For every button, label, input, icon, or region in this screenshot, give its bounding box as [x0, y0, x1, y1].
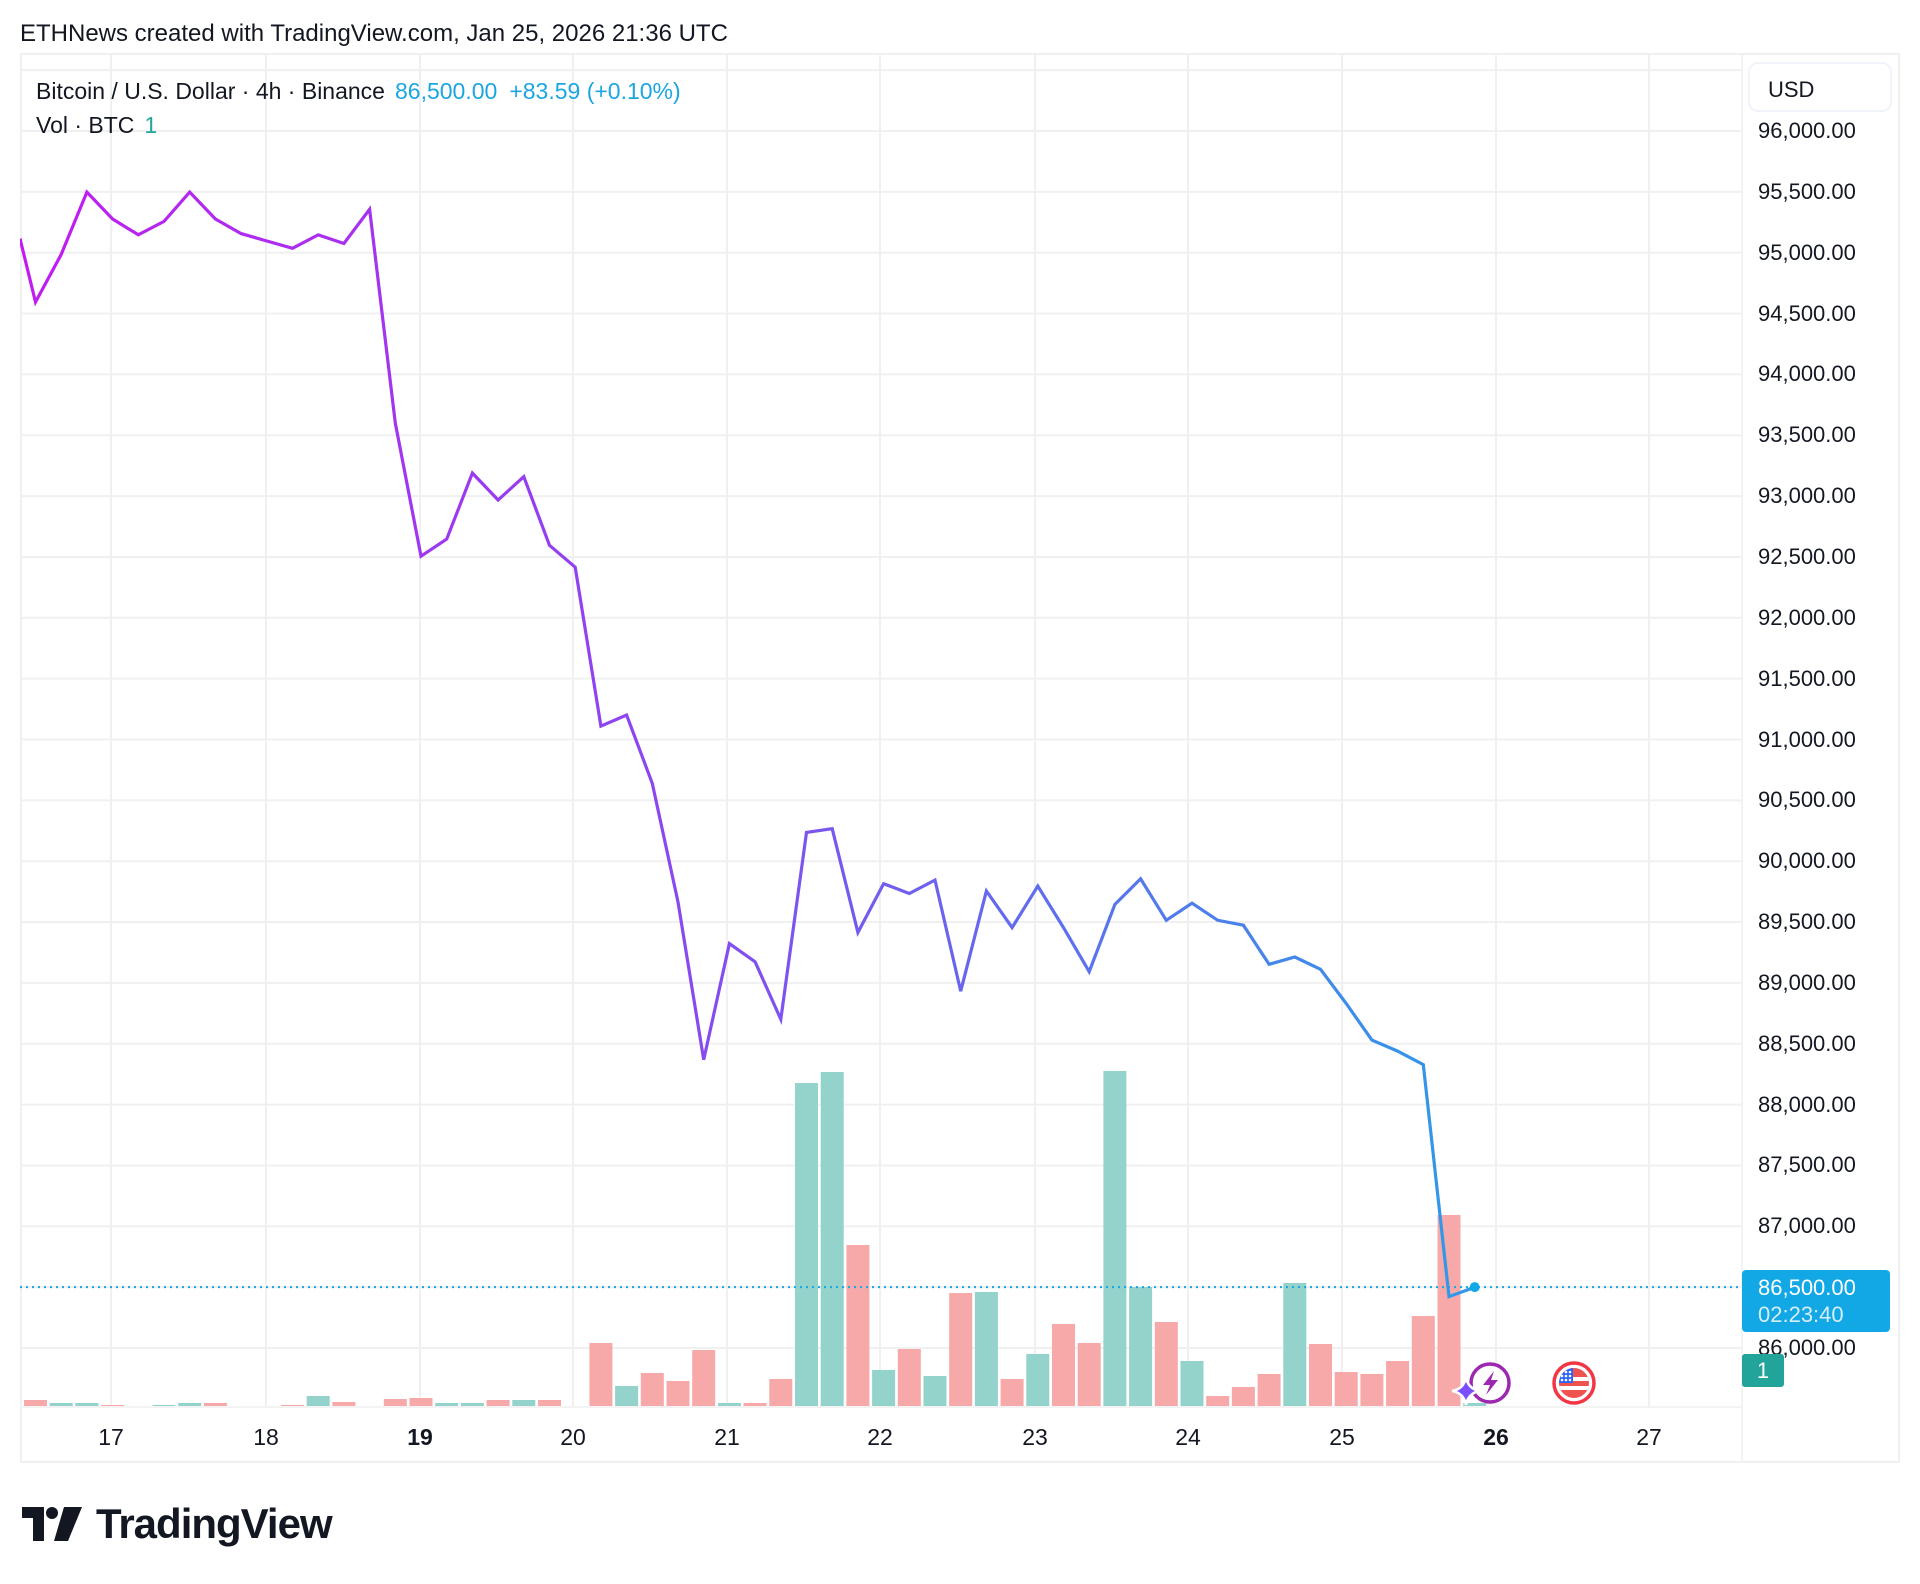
time-axis-label: 24	[1175, 1424, 1201, 1450]
price-axis-label: 93,500.00	[1758, 422, 1856, 448]
price-axis-label: 89,000.00	[1758, 969, 1856, 995]
time-axis-label: 17	[98, 1424, 124, 1450]
ai-assistant-lightning-icon[interactable]	[1448, 1359, 1522, 1409]
last-price-value: 86,500.00	[394, 78, 498, 104]
price-axis-label: 87,000.00	[1758, 1213, 1856, 1239]
time-axis-label: 21	[714, 1424, 740, 1450]
us-flag-economic-event-icon[interactable]	[1551, 1360, 1597, 1406]
price-axis-label: 94,500.00	[1758, 300, 1856, 326]
price-axis-label: 87,500.00	[1758, 1152, 1856, 1178]
chart-frame	[20, 53, 1900, 1463]
tradingview-wordmark: TradingView	[96, 1500, 333, 1547]
price-axis-label: 94,000.00	[1758, 361, 1856, 387]
price-axis-label: 93,000.00	[1758, 483, 1856, 509]
tradingview-logo-icon	[22, 1507, 82, 1541]
price-axis-label: 95,000.00	[1758, 239, 1856, 265]
time-axis-label: 26	[1483, 1424, 1509, 1450]
price-axis-label: 90,000.00	[1758, 848, 1856, 874]
price-axis-label: 92,500.00	[1758, 543, 1856, 569]
symbol-description[interactable]: Bitcoin / U.S. Dollar · 4h · Binance	[36, 78, 385, 104]
time-axis-label: 23	[1022, 1424, 1048, 1450]
currency-button[interactable]: USD	[1748, 62, 1892, 112]
chart-credit: ETHNews created with TradingView.com, Ja…	[20, 20, 728, 47]
chart-legend: Bitcoin / U.S. Dollar · 4h · Binance 86,5…	[36, 74, 681, 142]
price-axis-label: 96,000.00	[1758, 118, 1856, 143]
last-price-tag: 86,500.00 02:23:40	[1742, 1270, 1890, 1332]
price-axis-label: 92,000.00	[1758, 604, 1856, 630]
price-axis-label: 91,500.00	[1758, 665, 1856, 691]
price-axis-label: 89,500.00	[1758, 909, 1856, 935]
price-axis-label: 95,500.00	[1758, 178, 1856, 204]
time-axis-label: 19	[407, 1424, 433, 1450]
volume-label: Vol · BTC	[36, 112, 135, 138]
price-axis-label: 88,000.00	[1758, 1091, 1856, 1117]
price-axis-label: 91,000.00	[1758, 726, 1856, 752]
last-price-tag-value: 86,500.00	[1758, 1275, 1856, 1300]
time-axis-label: 20	[560, 1424, 586, 1450]
price-change-value: +83.59 (+0.10%)	[509, 78, 681, 104]
volume-legend-row[interactable]: Vol · BTC 1	[36, 108, 681, 142]
price-axis-label: 90,500.00	[1758, 787, 1856, 813]
time-axis-label: 25	[1329, 1424, 1355, 1450]
time-axis-label: 22	[867, 1424, 893, 1450]
time-axis-label: 18	[253, 1424, 279, 1450]
price-axis-label: 88,500.00	[1758, 1030, 1856, 1056]
time-axis-label: 27	[1636, 1424, 1662, 1450]
symbol-legend-row[interactable]: Bitcoin / U.S. Dollar · 4h · Binance 86,5…	[36, 74, 681, 108]
volume-value: 1	[144, 112, 158, 138]
bar-countdown: 02:23:40	[1758, 1302, 1844, 1327]
tradingview-logo[interactable]: TradingView	[22, 1500, 333, 1548]
volume-axis-tag: 1	[1742, 1354, 1784, 1387]
